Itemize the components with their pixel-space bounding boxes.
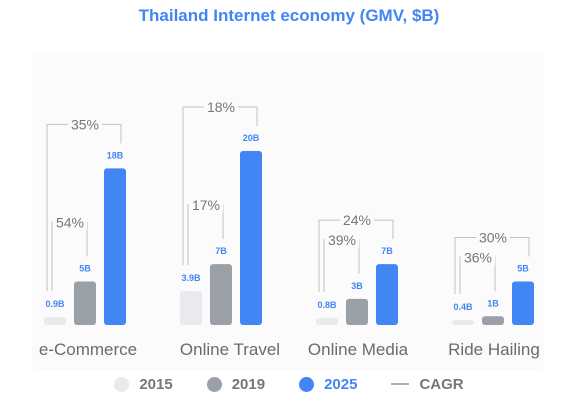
cagr-label-long-e-commerce: 35% [71, 116, 99, 132]
cagr-label-mask [203, 99, 239, 115]
bar-e-commerce-2019 [74, 281, 96, 325]
cagr-label-mask [339, 212, 375, 229]
cagr-label-long-online-media: 24% [343, 212, 371, 228]
value-label-online-media-2015: 0.8B [317, 300, 337, 310]
category-label-e-commerce: e-Commerce [39, 340, 137, 359]
value-label-e-commerce-2019: 5B [79, 264, 91, 274]
value-label-online-travel-2025: 20B [243, 133, 260, 143]
category-label-ride-hailing: Ride Hailing [448, 340, 540, 359]
bar-online-travel-2025 [240, 151, 262, 325]
value-label-online-media-2025: 7B [381, 246, 393, 256]
legend-label-cagr: CAGR [419, 375, 464, 393]
legend-label-2025: 2025 [324, 375, 358, 393]
cagr-label-short-online-travel: 17% [192, 197, 220, 213]
cagr-label-short-e-commerce: 54% [56, 215, 84, 231]
value-label-ride-hailing-2015: 0.4B [453, 302, 473, 312]
category-label-online-media: Online Media [308, 340, 409, 359]
cagr-label-short-online-media: 39% [328, 232, 356, 248]
bar-ride-hailing-2015 [452, 320, 474, 325]
cagr-label-long-ride-hailing: 30% [479, 230, 507, 246]
bar-online-media-2019 [346, 298, 368, 325]
cagr-label-mask [67, 116, 103, 133]
legend-item-2019: 2019 [206, 375, 266, 393]
bar-online-media-2015 [316, 318, 338, 325]
value-label-online-media-2019: 3B [351, 281, 363, 291]
bar-online-media-2025 [376, 264, 398, 325]
bar-online-travel-2019 [210, 264, 232, 325]
legend-swatch-2025 [299, 376, 315, 392]
bar-e-commerce-2025 [104, 168, 126, 325]
bar-ride-hailing-2025 [512, 281, 534, 325]
legend-line-cagr [391, 383, 410, 385]
legend: 2015 2019 2025 CAGR [0, 372, 578, 396]
bar-e-commerce-2015 [44, 317, 66, 325]
cagr-label-short-ride-hailing: 36% [464, 249, 492, 265]
legend-item-2015: 2015 [114, 375, 173, 393]
value-label-ride-hailing-2019: 1B [487, 298, 499, 308]
legend-item-cagr: CAGR [391, 375, 464, 393]
legend-swatch-2019 [206, 376, 222, 392]
cagr-bracket-short-e-commerce [51, 222, 88, 292]
cagr-label-mask [188, 197, 224, 214]
cagr-label-mask [52, 214, 88, 231]
legend-swatch-2015 [114, 376, 130, 392]
legend-item-2025: 2025 [299, 376, 357, 393]
value-label-online-travel-2019: 7B [215, 246, 227, 256]
value-label-online-travel-2015: 3.9B [181, 273, 201, 283]
legend-label-2019: 2019 [231, 375, 266, 393]
bar-ride-hailing-2019 [482, 316, 504, 325]
value-label-e-commerce-2015: 0.9B [45, 299, 65, 309]
legend-label-2015: 2015 [139, 375, 173, 393]
cagr-label-mask [324, 231, 360, 248]
value-label-e-commerce-2025: 18B [107, 150, 124, 160]
chart-title: Thailand Internet economy (GMV, $B) [138, 6, 440, 25]
category-label-online-travel: Online Travel [180, 340, 280, 359]
value-label-ride-hailing-2025: 5B [517, 264, 529, 274]
cagr-label-long-online-travel: 18% [207, 99, 235, 115]
cagr-label-mask [460, 249, 496, 266]
cagr-label-mask [475, 229, 511, 246]
bar-online-travel-2015 [180, 291, 202, 325]
